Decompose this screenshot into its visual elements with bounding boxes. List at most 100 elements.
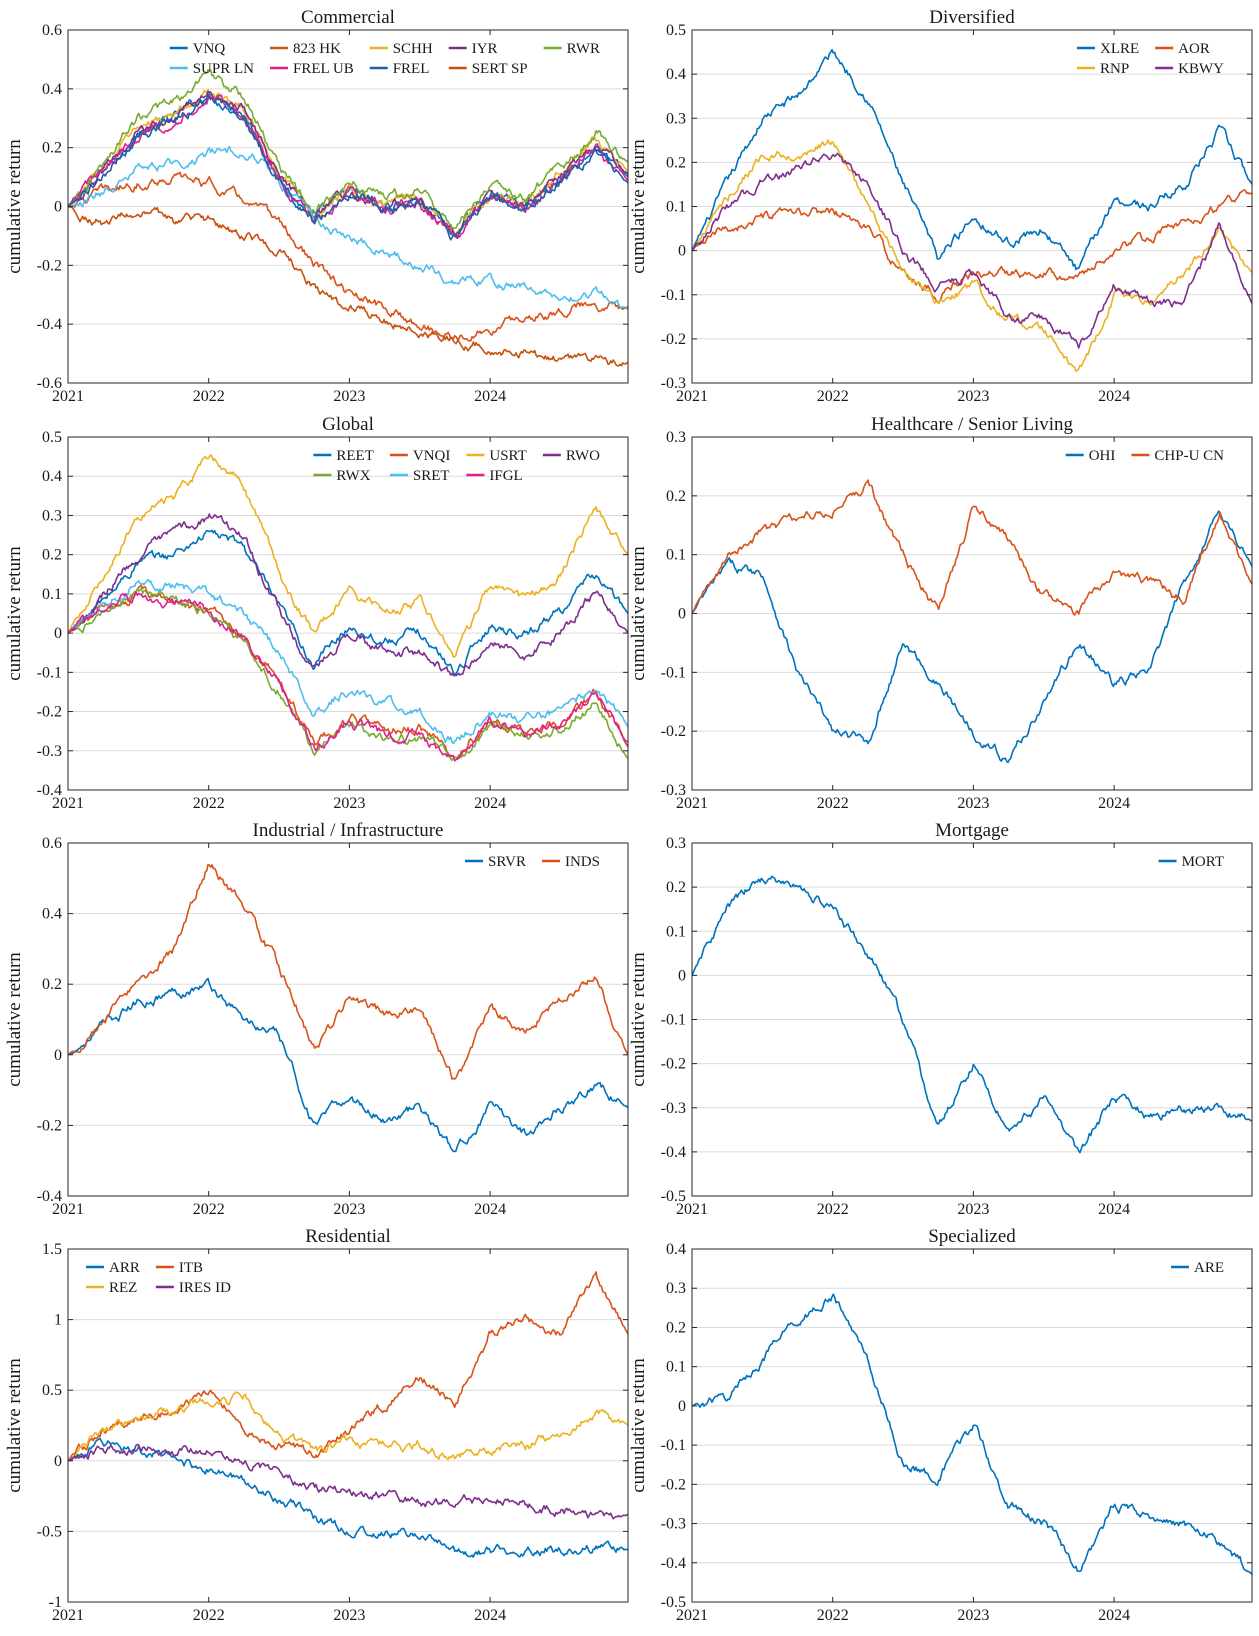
series-line-rwx xyxy=(68,587,628,762)
y-tick-label: -0.3 xyxy=(661,1516,686,1533)
x-tick-label: 2024 xyxy=(1098,388,1130,405)
x-tick-label: 2024 xyxy=(474,1201,506,1218)
y-axis-label: cumulative return xyxy=(628,139,649,274)
y-tick-label: -0.3 xyxy=(661,375,686,392)
x-tick-label: 2023 xyxy=(957,1201,989,1218)
chart-title: Healthcare / Senior Living xyxy=(871,414,1074,435)
y-tick-label: -0.2 xyxy=(661,1476,686,1493)
y-tick-label: 0 xyxy=(54,1047,62,1064)
series-line-inds xyxy=(68,863,628,1080)
series-line-ohi xyxy=(692,510,1252,764)
series-line-itb xyxy=(68,1271,628,1462)
y-tick-label: -0.5 xyxy=(37,1523,62,1540)
x-tick-label: 2024 xyxy=(1098,795,1130,812)
x-tick-label: 2021 xyxy=(676,1607,708,1624)
y-tick-label: 0.1 xyxy=(666,547,686,564)
legend-label-ires-id: IRES ID xyxy=(179,1280,231,1296)
series-line-srvr xyxy=(68,977,628,1153)
x-tick-label: 2023 xyxy=(957,1607,989,1624)
x-tick-label: 2024 xyxy=(474,1607,506,1624)
series-line-rez xyxy=(68,1391,628,1462)
x-tick-label: 2022 xyxy=(817,1201,849,1218)
legend-label-rnp: RNP xyxy=(1100,61,1129,77)
y-tick-label: 0.3 xyxy=(42,507,62,524)
y-tick-label: 0.2 xyxy=(42,976,62,993)
legend: SRVR INDS xyxy=(465,854,600,870)
y-tick-label: -0.3 xyxy=(661,1100,686,1117)
y-axis-label: cumulative return xyxy=(628,1358,649,1493)
y-tick-label: 1.5 xyxy=(42,1241,62,1258)
y-tick-label: 0 xyxy=(54,199,62,216)
x-tick-label: 2023 xyxy=(333,795,365,812)
x-tick-label: 2023 xyxy=(957,795,989,812)
y-axis-label: cumulative return xyxy=(4,952,25,1087)
y-tick-label: 0.5 xyxy=(42,1382,62,1399)
y-tick-label: 0.4 xyxy=(666,1241,686,1258)
y-tick-label: 0.1 xyxy=(666,1359,686,1376)
series-line-vnq xyxy=(68,92,628,240)
legend-label-srvr: SRVR xyxy=(488,854,526,870)
legend-label-rez: REZ xyxy=(109,1280,137,1296)
series-line-823-hk xyxy=(68,171,628,345)
y-tick-label: 0.4 xyxy=(42,81,62,98)
chart-title: Residential xyxy=(305,1226,390,1247)
y-tick-label: 0.1 xyxy=(666,923,686,940)
y-tick-label: 0.5 xyxy=(666,22,686,39)
chart-panel-healthcare-senior-living: -0.3 -0.2 -0.1 0 0.1 0.2 0.3 2021 2022 2023 2024 He… xyxy=(628,414,1253,812)
y-tick-label: 0.3 xyxy=(666,429,686,446)
legend-label-ohi: OHI xyxy=(1089,448,1116,464)
legend-label-rwr: RWR xyxy=(567,41,600,57)
legend-label-823-hk: 823 HK xyxy=(293,41,341,57)
series-line-supr-ln xyxy=(68,145,628,311)
series-line-aor xyxy=(692,189,1252,305)
y-tick-label: 0.6 xyxy=(42,22,62,39)
y-tick-label: -0.2 xyxy=(37,704,62,721)
y-axis-label: cumulative return xyxy=(4,139,25,274)
legend-label-sret: SRET xyxy=(413,468,450,484)
y-tick-label: 0.2 xyxy=(666,879,686,896)
series-line-usrt xyxy=(68,454,628,658)
series-line-frel-ub xyxy=(68,94,628,239)
legend-label-frel: FREL xyxy=(393,61,430,77)
legend-label-rwx: RWX xyxy=(336,468,370,484)
plot-frame xyxy=(67,436,629,791)
chart-panel-mortgage: -0.5 -0.4 -0.3 -0.2 -0.1 0 0.1 0.2 0.3 2021 2022 20… xyxy=(628,820,1253,1218)
y-axis-label: cumulative return xyxy=(628,952,649,1087)
plot-frame xyxy=(691,1248,1253,1603)
y-tick-label: -0.3 xyxy=(37,743,62,760)
chart-panel-commercial: -0.6 -0.4 -0.2 0 0.2 0.4 0.6 2021 2022 2023 2024 Co… xyxy=(4,7,629,405)
y-tick-label: 0.2 xyxy=(666,1319,686,1336)
y-tick-label: -0.3 xyxy=(661,782,686,799)
legend-label-vnq: VNQ xyxy=(193,41,226,57)
y-tick-label: -0.2 xyxy=(661,331,686,348)
y-tick-label: 0 xyxy=(678,606,686,623)
series-line-ires-id xyxy=(68,1443,628,1520)
y-tick-label: -0.4 xyxy=(37,782,62,799)
legend-label-usrt: USRT xyxy=(489,448,526,464)
y-tick-label: 0.6 xyxy=(42,835,62,852)
y-axis-label: cumulative return xyxy=(4,546,25,681)
legend: XLRE AOR RNP KBWY xyxy=(1077,41,1224,77)
y-tick-label: -1 xyxy=(49,1594,62,1611)
x-tick-label: 2022 xyxy=(817,795,849,812)
x-tick-label: 2024 xyxy=(1098,1607,1130,1624)
x-tick-label: 2023 xyxy=(333,1607,365,1624)
series-line-schh xyxy=(68,88,628,235)
y-tick-label: 0.5 xyxy=(42,429,62,446)
legend-label-inds: INDS xyxy=(565,854,600,870)
series-line-mort xyxy=(692,875,1252,1154)
y-tick-label: -0.1 xyxy=(661,664,686,681)
y-tick-label: -0.2 xyxy=(661,723,686,740)
legend: OHI CHP-U CN xyxy=(1065,448,1224,464)
y-tick-label: 1 xyxy=(54,1312,62,1329)
x-tick-label: 2024 xyxy=(474,388,506,405)
y-tick-label: -0.1 xyxy=(661,1437,686,1454)
series-line-chp-u-cn xyxy=(692,479,1252,616)
y-tick-label: -0.2 xyxy=(37,1117,62,1134)
legend: REET VNQI USRT RWO RWX SRET IFGL xyxy=(313,448,600,484)
y-tick-label: -0.2 xyxy=(661,1056,686,1073)
legend-label-kbwy: KBWY xyxy=(1178,61,1224,77)
plot-frame xyxy=(67,1248,629,1603)
legend-label-itb: ITB xyxy=(179,1260,203,1276)
